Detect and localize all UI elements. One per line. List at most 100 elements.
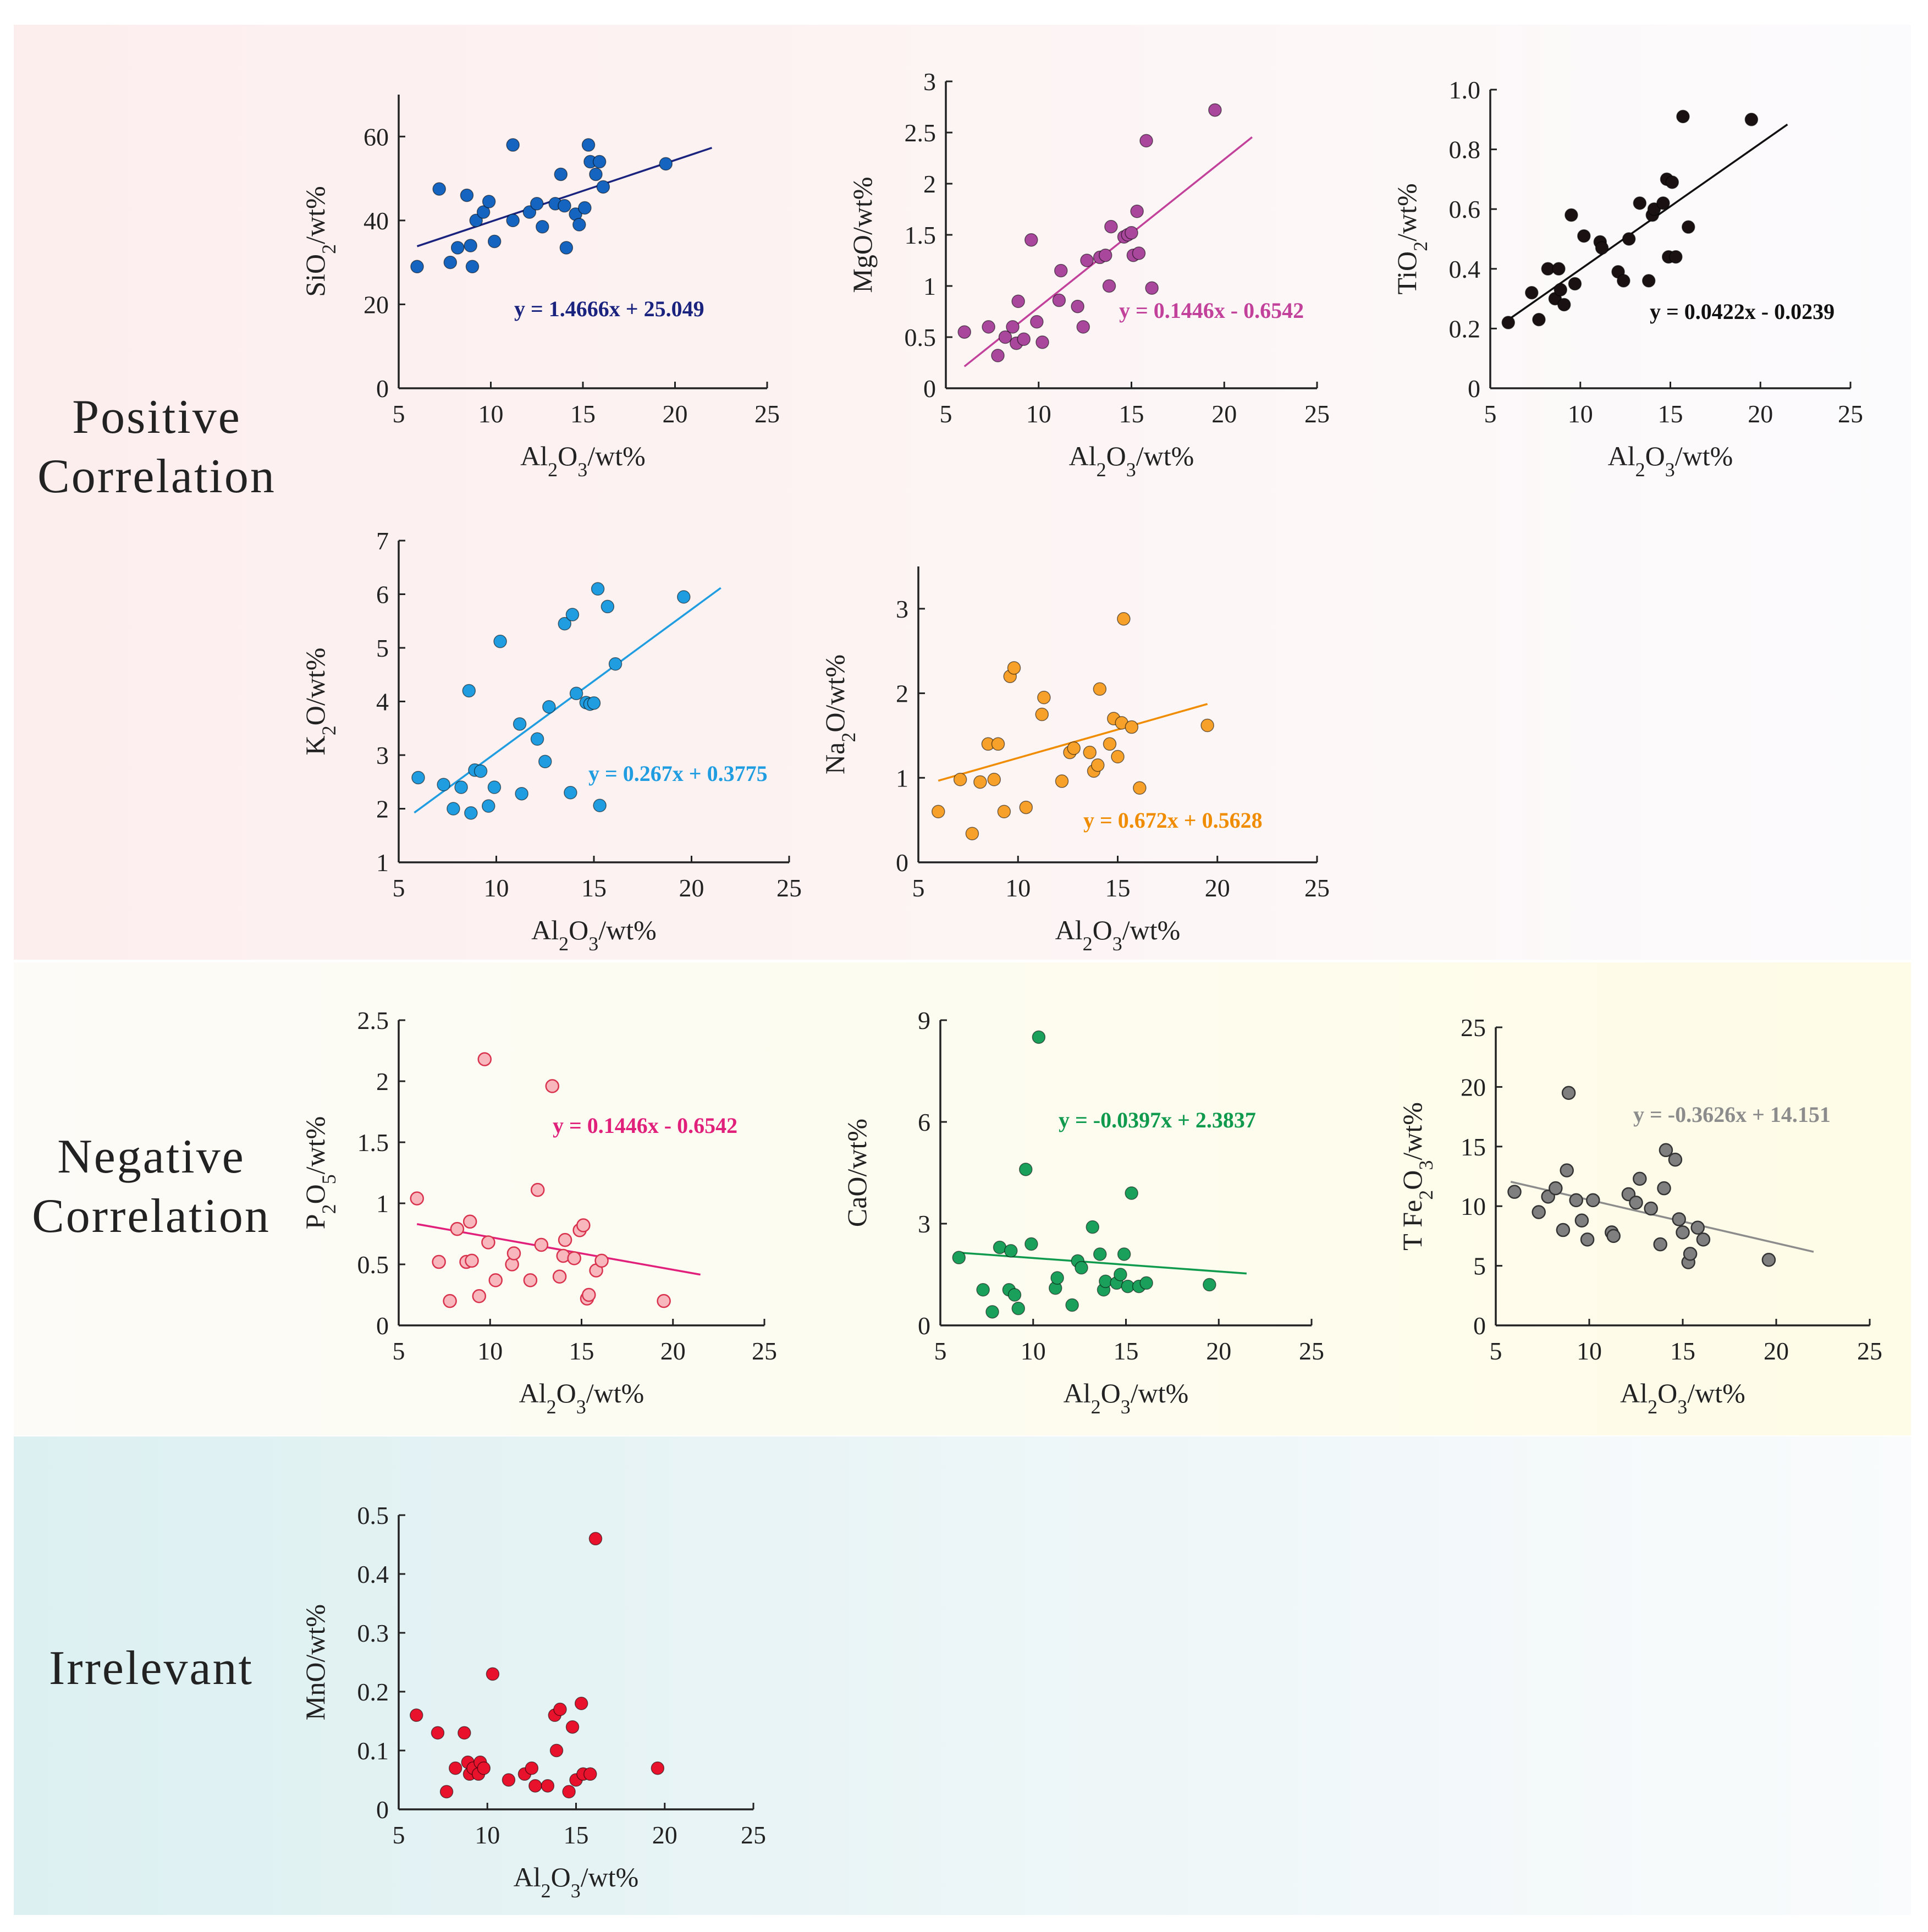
data-point: [982, 320, 995, 334]
data-point: [559, 241, 574, 255]
x-tick-label: 15: [1658, 400, 1683, 428]
data-point: [502, 1773, 516, 1787]
y-tick-label: 0: [896, 849, 908, 877]
data-point: [1532, 312, 1546, 327]
irrelevant-label: Irrelevant: [49, 1642, 254, 1695]
data-point: [515, 786, 528, 801]
data-point: [1203, 1278, 1216, 1292]
data-point: [574, 1697, 588, 1710]
data-point: [458, 1726, 471, 1740]
data-point: [1633, 196, 1647, 210]
data-point: [657, 1293, 671, 1308]
data-point: [1653, 1237, 1667, 1252]
data-point: [1032, 1030, 1046, 1044]
data-point: [1125, 1186, 1138, 1200]
x-tick-label: 5: [393, 1337, 405, 1365]
data-point: [1017, 332, 1031, 346]
data-point: [506, 138, 520, 152]
data-point: [545, 1079, 560, 1093]
y-tick-label: 0: [918, 1312, 930, 1340]
data-point: [1556, 1223, 1571, 1237]
x-tick-label: 10: [478, 400, 504, 428]
data-point: [1052, 293, 1066, 307]
y-tick-label: 5: [1473, 1252, 1486, 1280]
data-point: [477, 1761, 491, 1775]
data-point: [465, 260, 480, 274]
data-point: [1133, 781, 1147, 795]
data-point: [1037, 691, 1051, 704]
data-point: [462, 684, 476, 698]
y-tick-label: 0: [376, 1312, 389, 1340]
data-point: [932, 805, 945, 819]
data-point: [558, 1232, 572, 1247]
x-tick-label: 10: [475, 1821, 500, 1849]
data-point: [1111, 750, 1125, 764]
data-point: [432, 1254, 446, 1269]
x-tick-label: 10: [1026, 400, 1051, 428]
data-point: [594, 1253, 609, 1268]
trend-line: [416, 1223, 701, 1276]
y-tick-label: 0: [923, 375, 936, 403]
data-point: [1139, 134, 1153, 148]
data-point: [1690, 1220, 1705, 1235]
y-tick-label: 60: [363, 123, 389, 151]
data-point: [1669, 250, 1683, 264]
data-point: [1071, 299, 1084, 313]
data-point: [953, 773, 967, 786]
data-point: [1617, 274, 1630, 288]
data-point: [1565, 208, 1578, 222]
x-tick-label: 15: [1114, 1337, 1139, 1365]
y-tick-label: 1: [923, 272, 936, 300]
data-point: [976, 1283, 990, 1297]
y-tick-label: 1: [376, 1190, 389, 1218]
y-tick-label: 2.5: [905, 119, 937, 147]
y-tick-label: 0.3: [357, 1619, 389, 1647]
data-point: [1145, 281, 1159, 295]
data-point: [437, 778, 450, 791]
data-point: [1007, 661, 1021, 675]
data-point: [1574, 1213, 1589, 1228]
data-point: [488, 1273, 503, 1287]
y-tick-label: 0.8: [1449, 136, 1481, 164]
data-point: [1103, 737, 1117, 751]
y-tick-label: 6: [376, 581, 389, 609]
x-tick-label: 10: [1005, 874, 1031, 902]
data-point: [1586, 1193, 1600, 1208]
data-point: [993, 1240, 1007, 1254]
data-point: [985, 1305, 999, 1319]
x-tick-label: 25: [1304, 874, 1330, 902]
x-tick-label: 5: [940, 400, 952, 428]
data-point: [1011, 1301, 1025, 1315]
data-point: [1656, 196, 1670, 210]
x-tick-label: 15: [570, 400, 596, 428]
x-tick-label: 15: [569, 1337, 594, 1365]
negative-correlation-label: Negative Correlation: [32, 1130, 271, 1243]
data-point: [1501, 316, 1515, 329]
x-tick-label: 20: [1764, 1337, 1789, 1365]
y-tick-label: 3: [896, 595, 908, 623]
chart-p2o5: 5 10 15 20 25 0 0.5 1 1.5 2 2.5 Al2O3/wt% P2O5/wt% y …: [300, 1006, 777, 1418]
data-point: [564, 786, 577, 800]
data-point: [582, 1287, 596, 1302]
data-point: [1676, 109, 1690, 124]
data-point: [1606, 1229, 1621, 1243]
data-point: [1080, 254, 1094, 267]
data-point: [1024, 1237, 1038, 1251]
y-tick-label: 4: [376, 688, 389, 716]
x-axis-label: Al2O3/wt%: [1620, 1378, 1745, 1418]
data-point: [1659, 1143, 1673, 1158]
data-point: [1019, 1163, 1033, 1176]
x-tick-label: 25: [752, 1337, 777, 1365]
data-point: [487, 780, 502, 794]
chart-mgo: 5 10 15 20 25 0 0.5 1 1.5 2 2.5 3 Al2O3/wt% MgO/wt% y …: [847, 68, 1330, 481]
x-tick-label: 5: [934, 1337, 947, 1365]
x-tick-label: 20: [679, 874, 704, 902]
data-point: [554, 167, 568, 181]
data-point: [1696, 1232, 1711, 1247]
data-point: [410, 1708, 423, 1722]
data-point: [991, 349, 1005, 362]
data-point: [1595, 241, 1609, 255]
x-tick-label: 25: [1299, 1337, 1324, 1365]
data-point: [583, 1767, 597, 1781]
data-point: [1569, 1193, 1583, 1208]
